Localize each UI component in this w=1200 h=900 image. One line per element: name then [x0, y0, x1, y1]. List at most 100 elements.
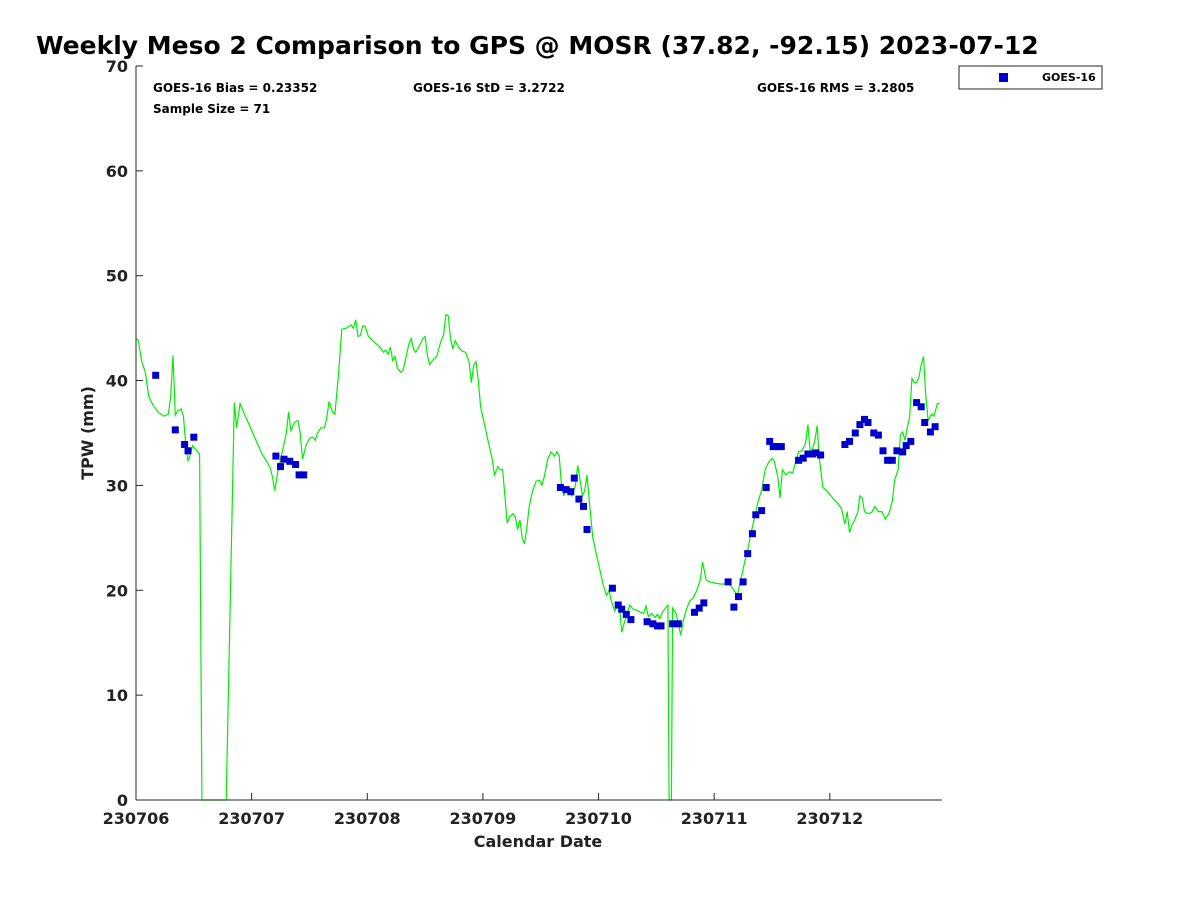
- goes16-point: [735, 593, 742, 601]
- legend-label-goes16: GOES-16: [1042, 71, 1096, 84]
- goes16-point: [856, 421, 864, 429]
- goes16-point: [758, 507, 766, 515]
- goes16-point: [691, 608, 698, 616]
- goes16-point: [614, 601, 622, 609]
- goes16-point: [804, 450, 812, 458]
- stat-sample-size: Sample Size = 71: [153, 102, 270, 116]
- goes16-point: [562, 486, 570, 494]
- goes16-point: [874, 431, 882, 439]
- goes16-point: [643, 618, 651, 626]
- goes16-point: [921, 419, 929, 426]
- goes16-point: [752, 511, 760, 519]
- x-tick-label: 230709: [450, 809, 517, 828]
- goes16-point: [575, 495, 583, 503]
- y-ticks: 0 10 20 30 40 50 60 70: [106, 57, 143, 810]
- goes16-point: [627, 616, 635, 624]
- goes16-point: [926, 428, 934, 436]
- legend-box: [958, 65, 1103, 90]
- goes16-point: [669, 620, 677, 628]
- goes16-point: [657, 622, 665, 630]
- goes16-point: [762, 484, 770, 491]
- y-tick-label: 30: [106, 476, 128, 495]
- goes16-point: [795, 456, 803, 464]
- goes16-point: [766, 437, 774, 445]
- goes16-point: [700, 599, 708, 607]
- stat-std: GOES-16 StD = 3.2722: [413, 81, 565, 95]
- goes16-point: [300, 471, 308, 479]
- goes16-point: [567, 488, 575, 496]
- goes16-point: [748, 530, 756, 538]
- goes16-point: [931, 423, 939, 431]
- goes16-point: [556, 484, 564, 491]
- x-ticks: 230706 230707 230708 230709 230710 230711 2307…: [103, 793, 863, 828]
- goes16-point: [870, 429, 878, 437]
- plot-area: [136, 66, 942, 800]
- goes16-point: [817, 451, 825, 459]
- goes16-point: [608, 584, 616, 592]
- goes16-point: [292, 461, 300, 468]
- goes16-point: [744, 550, 752, 558]
- goes16-point: [841, 441, 849, 448]
- goes16-point: [695, 604, 703, 612]
- goes16-point: [724, 578, 732, 586]
- goes16-point: [799, 454, 807, 462]
- x-tick-label: 230711: [681, 809, 748, 828]
- goes16-point: [846, 437, 853, 445]
- goes16-point: [879, 447, 887, 455]
- goes16-point: [888, 456, 896, 464]
- y-tick-label: 70: [106, 57, 128, 76]
- x-tick-label: 230707: [218, 809, 285, 828]
- y-tick-label: 50: [106, 267, 128, 286]
- legend: GOES-16: [958, 65, 1103, 90]
- y-axis-label: TPW (mm): [78, 386, 97, 480]
- goes16-point: [893, 447, 901, 455]
- goes16-point: [190, 433, 198, 441]
- chart-title: Weekly Meso 2 Comparison to GPS @ MOSR (…: [36, 31, 1039, 60]
- goes16-point: [777, 443, 785, 451]
- goes16-point: [580, 502, 587, 510]
- goes16-point: [295, 471, 303, 479]
- goes16-point: [181, 441, 189, 448]
- goes16-point: [277, 463, 284, 471]
- goes16-point: [917, 403, 925, 411]
- y-tick-label: 20: [106, 581, 128, 600]
- x-tick-label: 230712: [796, 809, 863, 828]
- goes16-point: [622, 610, 630, 618]
- goes16-point: [152, 371, 160, 379]
- goes16-point: [286, 457, 294, 465]
- goes16-point: [739, 578, 747, 586]
- goes16-point: [280, 455, 288, 463]
- goes16-point: [851, 429, 859, 437]
- goes16-point: [184, 447, 192, 455]
- goes16-point: [618, 605, 626, 613]
- y-tick-label: 40: [106, 372, 128, 391]
- goes16-point: [730, 603, 738, 611]
- goes16-point: [583, 526, 591, 533]
- y-tick-label: 10: [106, 686, 128, 705]
- stat-rms: GOES-16 RMS = 3.2805: [757, 81, 914, 95]
- goes16-series: [152, 371, 939, 630]
- goes16-point: [884, 456, 892, 464]
- goes16-point: [812, 449, 820, 457]
- goes16-point: [649, 620, 657, 628]
- stat-bias: GOES-16 Bias = 0.23352: [153, 81, 317, 95]
- y-tick-label: 0: [117, 791, 128, 810]
- goes16-point: [864, 419, 872, 426]
- x-tick-label: 230706: [103, 809, 170, 828]
- x-tick-label: 230708: [334, 809, 401, 828]
- axes: [135, 66, 942, 801]
- x-tick-label: 230710: [565, 809, 632, 828]
- goes16-point: [272, 452, 280, 460]
- goes16-point: [674, 620, 682, 628]
- y-tick-label: 60: [106, 162, 128, 181]
- goes16-point: [171, 426, 179, 434]
- goes16-point: [913, 399, 921, 407]
- goes16-point: [899, 448, 907, 456]
- x-axis-label: Calendar Date: [474, 832, 603, 851]
- goes16-point: [570, 474, 578, 482]
- goes16-point: [769, 443, 777, 451]
- legend-marker-goes16: [999, 73, 1008, 82]
- goes16-point: [907, 437, 915, 445]
- gps-line: [135, 313, 940, 801]
